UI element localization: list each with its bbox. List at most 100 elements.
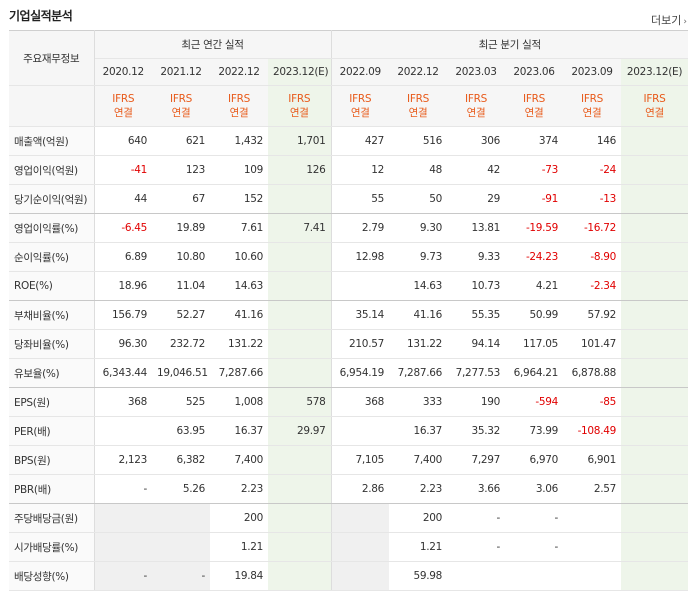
more-link-label: 더보기 xyxy=(651,14,682,27)
table-cell: 7,400 xyxy=(210,445,268,475)
table-cell: 368 xyxy=(93,387,152,417)
table-cell: 6,878.88 xyxy=(563,358,621,388)
table-cell: 94.14 xyxy=(447,329,505,359)
table-cell: 516 xyxy=(389,126,447,156)
table-cell: 57.92 xyxy=(563,300,621,330)
table-cell: 9.30 xyxy=(389,213,447,243)
table-cell: 210.57 xyxy=(330,329,389,359)
table-cell: 117.05 xyxy=(505,329,563,359)
table-cell: 10.80 xyxy=(152,242,210,272)
row-label: 부채비율(%) xyxy=(9,300,95,330)
table-cell: 19,046.51 xyxy=(152,358,210,388)
table-row: PBR(배) -5.26 2.23 2.86 2.23 3.66 3.06 2.57 xyxy=(9,474,688,504)
table-cell: 55 xyxy=(330,184,389,214)
table-cell xyxy=(621,155,688,185)
table-cell: 29 xyxy=(447,184,505,214)
table-cell: 11.04 xyxy=(152,271,210,301)
table-row: 순이익률(%) 6.89 10.80 10.60 12.98 9.73 9.33 -24.23… xyxy=(9,242,688,272)
table-cell: 96.30 xyxy=(93,329,152,359)
quarter-group-header: 최근 분기 실적 xyxy=(330,30,688,59)
table-cell xyxy=(330,561,389,591)
ifrs-line2: 연결 xyxy=(645,107,664,119)
ifrs-line1: IFRS xyxy=(288,93,311,105)
table-cell: 7,400 xyxy=(389,445,447,475)
table-cell xyxy=(621,387,688,417)
table-cell xyxy=(563,503,621,533)
table-cell: -19.59 xyxy=(505,213,563,243)
table-cell: 2.57 xyxy=(563,474,621,504)
table-cell: 19.89 xyxy=(152,213,210,243)
table-cell xyxy=(621,271,688,301)
table-cell: -41 xyxy=(93,155,152,185)
ifrs-line2: 연결 xyxy=(229,107,249,119)
table-cell: 3.06 xyxy=(505,474,563,504)
ifrs-line2: 연결 xyxy=(582,107,602,119)
table-cell xyxy=(268,242,331,272)
table-cell xyxy=(621,561,688,591)
ifrs-line1: IFRS xyxy=(170,93,192,105)
period-header: 2021.12 xyxy=(152,58,210,86)
table-cell: -85 xyxy=(563,387,621,417)
table-cell: 578 xyxy=(268,387,331,417)
table-cell xyxy=(621,503,688,533)
table-cell xyxy=(563,532,621,562)
ifrs-line2: 연결 xyxy=(408,107,428,119)
period-header: 2023.06 xyxy=(505,58,563,86)
table-cell: 2,123 xyxy=(93,445,152,475)
table-row: ROE(%) 18.96 11.04 14.63 14.63 10.73 4.21 -2.34 xyxy=(9,271,688,301)
label-column-spacer xyxy=(9,85,95,127)
more-link[interactable]: 더보기 › xyxy=(651,12,687,28)
table-cell: 35.14 xyxy=(330,300,389,330)
table-cell: 2.23 xyxy=(389,474,447,504)
period-header: 2022.12 xyxy=(389,58,447,86)
financial-table: 주요재무정보 최근 연간 실적 최근 분기 실적 2020.12 2021.12 2… xyxy=(9,30,688,591)
table-cell: -8.90 xyxy=(563,242,621,272)
table-cell: 374 xyxy=(505,126,563,156)
table-cell: 6.89 xyxy=(93,242,152,272)
table-cell: -6.45 xyxy=(93,213,152,243)
table-cell: 1,432 xyxy=(210,126,268,156)
table-cell: 55.35 xyxy=(447,300,505,330)
ifrs-line1: IFRS xyxy=(112,93,135,105)
table-cell xyxy=(152,503,210,533)
table-cell: 50 xyxy=(389,184,447,214)
table-row: 배당성향(%) - -19.84 59.98 xyxy=(9,561,688,591)
table-cell: 12 xyxy=(330,155,389,185)
table-cell xyxy=(621,416,688,446)
table-cell xyxy=(621,184,688,214)
table-cell xyxy=(330,416,389,446)
table-cell: 101.47 xyxy=(563,329,621,359)
table-cell xyxy=(93,532,152,562)
table-cell xyxy=(268,474,331,504)
table-cell: - xyxy=(152,561,210,591)
ifrs-label: IFRS 연결 xyxy=(152,85,210,127)
table-row: EPS(원) 368 525 1,008 578 368 333 190 -594 -85 xyxy=(9,387,688,417)
table-row: 당좌비율(%) 96.30 232.72 131.22 210.57 131.22 94.1… xyxy=(9,329,688,359)
table-cell: 7,105 xyxy=(330,445,389,475)
table-cell: - xyxy=(93,474,152,504)
table-row: BPS(원) 2,123 6,382 7,400 7,105 7,400 7,297 6,97… xyxy=(9,445,688,475)
table-cell: 19.84 xyxy=(210,561,268,591)
table-row: 유보율(%) 6,343.44 19,046.51 7,287.66 6,954.19 7… xyxy=(9,358,688,388)
table-row: 당기순이익(억원) 44 67 152 55 50 29 -91 -13 xyxy=(9,184,688,214)
table-cell: 131.22 xyxy=(210,329,268,359)
row-label: EPS(원) xyxy=(9,387,95,417)
table-cell: 200 xyxy=(389,503,447,533)
table-cell: 41.16 xyxy=(210,300,268,330)
table-cell xyxy=(268,271,331,301)
period-header: 2023.09 xyxy=(563,58,621,86)
table-cell xyxy=(268,503,331,533)
table-row: 영업이익(억원) -41 123 109 126 12 48 42 -73 -24 xyxy=(9,155,688,185)
table-cell: 126 xyxy=(268,155,331,185)
table-cell: 6,964.21 xyxy=(505,358,563,388)
table-cell: 2.79 xyxy=(330,213,389,243)
table-cell: 63.95 xyxy=(152,416,210,446)
table-cell: 1,701 xyxy=(268,126,331,156)
table-cell xyxy=(268,300,331,330)
table-cell xyxy=(268,184,331,214)
table-cell: 109 xyxy=(210,155,268,185)
table-cell: -24.23 xyxy=(505,242,563,272)
table-cell: 9.73 xyxy=(389,242,447,272)
table-cell xyxy=(268,532,331,562)
table-cell: 131.22 xyxy=(389,329,447,359)
